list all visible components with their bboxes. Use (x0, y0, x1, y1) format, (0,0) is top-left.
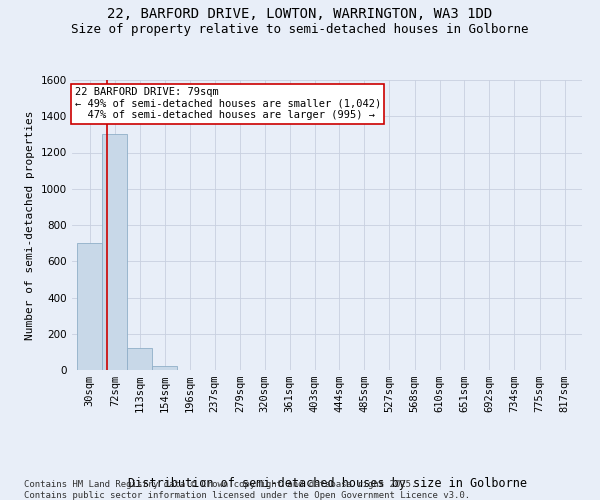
Text: Contains HM Land Registry data © Crown copyright and database right 2025.
Contai: Contains HM Land Registry data © Crown c… (24, 480, 470, 500)
Y-axis label: Number of semi-detached properties: Number of semi-detached properties (25, 110, 35, 340)
Bar (103, 134, 127, 370)
Bar (127, 348, 152, 370)
Bar (77, 243, 103, 370)
Text: 22, BARFORD DRIVE, LOWTON, WARRINGTON, WA3 1DD: 22, BARFORD DRIVE, LOWTON, WARRINGTON, W… (107, 8, 493, 22)
Text: 22 BARFORD DRIVE: 79sqm
← 49% of semi-detached houses are smaller (1,042)
  47% : 22 BARFORD DRIVE: 79sqm ← 49% of semi-de… (74, 87, 381, 120)
Text: Size of property relative to semi-detached houses in Golborne: Size of property relative to semi-detach… (71, 22, 529, 36)
Bar (152, 366, 177, 370)
Text: Distribution of semi-detached houses by size in Golborne: Distribution of semi-detached houses by … (128, 477, 527, 490)
